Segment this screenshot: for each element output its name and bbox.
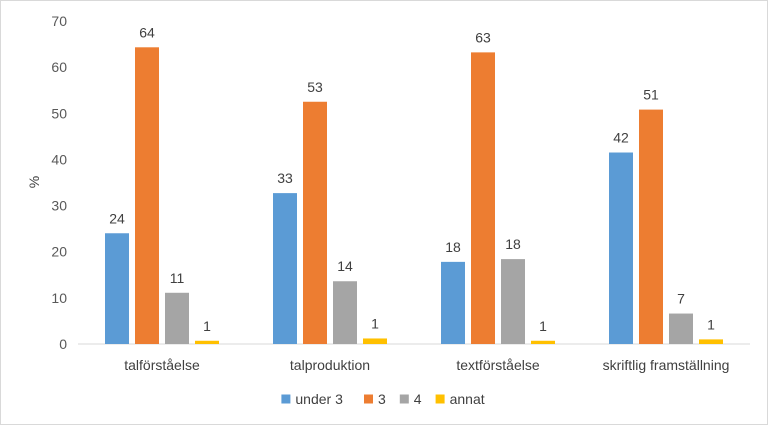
y-tick-label: 50 bbox=[51, 105, 67, 121]
data-label: 1 bbox=[539, 318, 547, 334]
data-label: 1 bbox=[707, 316, 715, 332]
data-label: 1 bbox=[371, 315, 379, 331]
y-tick-label: 0 bbox=[59, 336, 67, 352]
y-tick-label: 20 bbox=[51, 244, 67, 260]
bar bbox=[699, 339, 723, 344]
data-label: 24 bbox=[109, 210, 125, 226]
bar bbox=[195, 340, 219, 344]
bar bbox=[165, 292, 189, 344]
legend-label: under 3 bbox=[295, 391, 343, 407]
x-category-label: talförståelse bbox=[124, 357, 200, 373]
legend-swatch bbox=[399, 394, 409, 404]
bar bbox=[363, 338, 387, 344]
data-label: 18 bbox=[445, 239, 461, 255]
category-labels: talförståelse talproduktion textförståelse… bbox=[124, 357, 729, 373]
legend-label: annat bbox=[450, 391, 485, 407]
legend-swatch bbox=[281, 394, 291, 404]
bars-group bbox=[105, 47, 723, 345]
bar bbox=[105, 233, 129, 344]
legend: under 3 3 4 annat bbox=[281, 391, 485, 407]
data-label: 18 bbox=[505, 236, 521, 252]
legend-label: 4 bbox=[414, 391, 422, 407]
bar bbox=[135, 47, 159, 345]
data-label: 51 bbox=[643, 87, 659, 103]
x-category-label: textförståelse bbox=[456, 357, 539, 373]
bar bbox=[273, 193, 297, 344]
bar bbox=[303, 101, 327, 344]
data-label: 63 bbox=[475, 29, 491, 45]
y-tick-label: 60 bbox=[51, 59, 67, 75]
bar bbox=[669, 313, 693, 344]
data-label: 1 bbox=[203, 318, 211, 334]
x-category-label: skriftlig framställning bbox=[603, 357, 730, 373]
bar bbox=[441, 261, 465, 344]
y-axis-label: % bbox=[26, 176, 42, 188]
y-tick-label: 30 bbox=[51, 198, 67, 214]
bar bbox=[471, 52, 495, 345]
x-category-label: talproduktion bbox=[290, 357, 370, 373]
legend-swatch bbox=[364, 394, 373, 404]
data-label: 7 bbox=[677, 291, 685, 307]
y-tick-label: 10 bbox=[51, 290, 67, 306]
y-tick-label: 70 bbox=[51, 13, 67, 29]
legend-swatch bbox=[435, 394, 445, 404]
legend-label: 3 bbox=[378, 391, 386, 407]
data-label: 42 bbox=[613, 130, 629, 146]
data-label: 53 bbox=[307, 79, 323, 95]
data-label: 11 bbox=[170, 270, 185, 286]
bar bbox=[501, 259, 525, 344]
bar bbox=[531, 340, 555, 344]
data-label: 64 bbox=[139, 24, 155, 40]
y-tick-label: 40 bbox=[51, 151, 67, 167]
data-label: 14 bbox=[337, 258, 353, 274]
y-axis-ticks: 0 10 20 30 40 50 60 70 bbox=[51, 13, 67, 352]
data-label: 33 bbox=[277, 170, 293, 186]
bar bbox=[609, 152, 633, 344]
bar bbox=[639, 109, 663, 344]
bar bbox=[333, 281, 357, 344]
